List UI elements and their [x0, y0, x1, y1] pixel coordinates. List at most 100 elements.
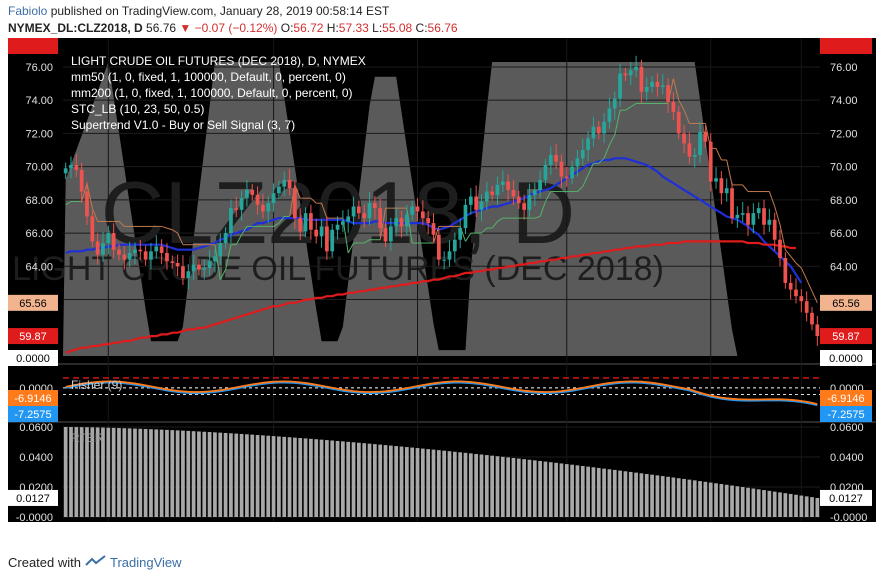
candle-body	[79, 169, 84, 192]
rter-bar	[634, 472, 638, 517]
price-tick-label-right: 72.00	[830, 128, 858, 140]
rter-bar	[788, 493, 793, 517]
candle-body	[159, 246, 164, 254]
supertrend-segment	[321, 203, 328, 219]
candle-body	[170, 261, 175, 263]
chart-area[interactable]: CLZ2018, D LIGHT CRUDE OIL FUTURES (DEC …	[8, 29, 876, 540]
supertrend-segment	[534, 215, 541, 219]
candle-body	[399, 218, 404, 227]
candle-body	[245, 189, 249, 199]
candle-body	[666, 85, 670, 102]
candle-body	[213, 256, 217, 262]
rter-bar	[628, 471, 633, 517]
chart-svg[interactable]: CLZ2018, D LIGHT CRUDE OIL FUTURES (DEC …	[8, 29, 876, 540]
rter-bar	[735, 486, 740, 517]
supertrend-segment	[768, 191, 776, 207]
candle-body	[708, 141, 713, 182]
candle-body	[447, 251, 452, 260]
price-badge-label-left: 59.87	[19, 331, 47, 343]
author-link[interactable]: Fabiolo	[8, 4, 48, 18]
supertrend-segment	[577, 186, 584, 192]
price-badge-right	[820, 350, 872, 366]
candle-body	[730, 188, 734, 219]
tradingview-brand[interactable]: TradingView	[110, 555, 182, 570]
candle-body	[218, 243, 223, 257]
rter-bar	[282, 436, 287, 517]
supertrend-segment	[278, 216, 285, 224]
candle-body	[500, 181, 505, 185]
rter-bar	[532, 460, 537, 517]
rter-bar	[596, 467, 601, 517]
candle-body	[362, 213, 367, 219]
supertrend-segment	[491, 221, 498, 229]
rter-bar	[527, 459, 532, 517]
price-badge-right	[820, 328, 872, 345]
supertrend-segment	[161, 225, 168, 229]
rter-bar	[255, 434, 260, 517]
candle-body	[468, 196, 473, 205]
candle-body	[175, 262, 180, 267]
rter-bar	[730, 485, 734, 517]
candle-body	[756, 208, 761, 214]
candle-body	[703, 131, 708, 142]
candle-body	[548, 154, 553, 165]
candle-body	[207, 261, 212, 268]
supertrend-segment	[614, 110, 621, 136]
rter-bar	[138, 428, 143, 517]
price-badge-right	[820, 294, 872, 311]
rter-bar	[703, 481, 708, 517]
rter-badge-label-left: 0.0127	[16, 493, 50, 505]
candle-body	[415, 206, 420, 212]
supertrend-segment	[806, 279, 813, 292]
rter-bar	[362, 443, 367, 517]
rter-bar	[111, 427, 116, 517]
legend-title: LIGHT CRUDE OIL FUTURES (DEC 2018), D, N…	[71, 54, 366, 68]
rter-bar	[223, 432, 228, 517]
close-label: C:	[415, 21, 428, 35]
supertrend-segment	[811, 291, 818, 304]
rter-bar	[506, 457, 511, 517]
rter-bar	[671, 477, 676, 517]
rter-bar	[458, 452, 463, 517]
rter-bar	[357, 442, 361, 517]
rter-bar	[234, 433, 239, 517]
candle-body	[181, 266, 185, 278]
supertrend-segment	[465, 232, 472, 242]
candle-body	[735, 214, 740, 219]
candle-body	[596, 126, 601, 134]
price-badge-left	[8, 38, 58, 54]
candle-body	[650, 81, 654, 87]
candle-body	[69, 164, 73, 169]
rter-bar	[74, 427, 79, 517]
candle-body	[767, 219, 772, 225]
rter-bar	[207, 432, 212, 517]
candle-body	[676, 111, 681, 134]
rter-bar	[415, 448, 420, 517]
rter-bar	[271, 436, 276, 517]
stc-area-layer	[63, 62, 820, 356]
price-tick-label-right: 66.00	[830, 228, 858, 240]
rter-tick-left: 0.0400	[19, 452, 53, 464]
rter-badge-left	[8, 489, 58, 506]
candle-body	[794, 289, 798, 297]
rter-bar	[490, 455, 495, 517]
candle-body	[474, 196, 479, 210]
price-tick-label-right: 76.00	[830, 62, 858, 74]
candle-body	[484, 191, 489, 202]
rter-bar	[548, 462, 553, 517]
price-tick-label-left: 76.00	[25, 62, 53, 74]
price-tick-label-left: 72.00	[25, 128, 53, 140]
candle-body	[330, 229, 335, 252]
rter-bar	[149, 429, 153, 517]
price-tick-label-right: 74.00	[830, 95, 858, 107]
supertrend-segment	[166, 227, 173, 231]
rter-bar	[810, 497, 814, 517]
candle-body	[516, 196, 521, 204]
candle-body	[90, 216, 95, 242]
rter-bar	[554, 462, 558, 517]
candle-body	[394, 218, 399, 227]
rter-bar	[287, 437, 292, 517]
rter-tick-right: 0.0600	[830, 422, 864, 434]
candle-body	[751, 213, 756, 225]
rter-bar	[63, 427, 68, 517]
